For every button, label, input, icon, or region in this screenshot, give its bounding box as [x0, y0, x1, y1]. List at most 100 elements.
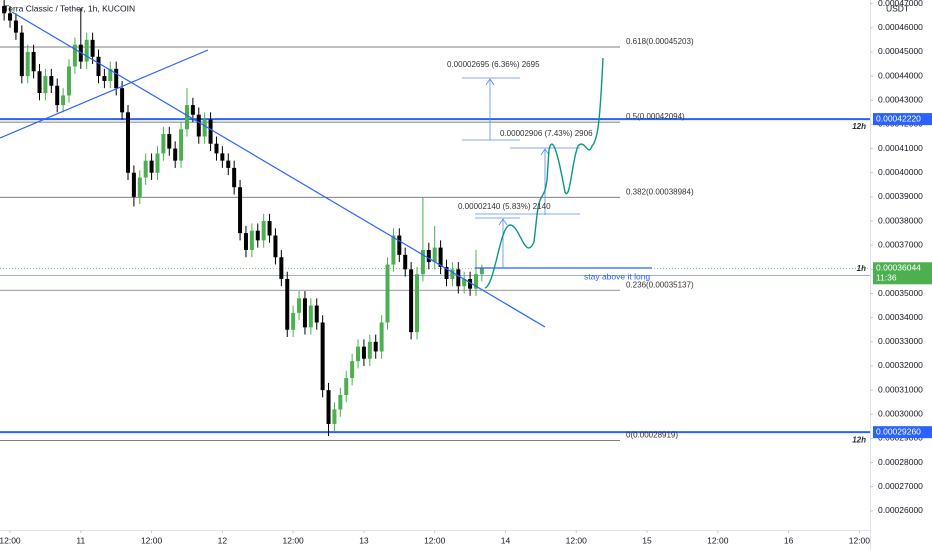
y-tick-label: 0.00027000: [878, 481, 923, 491]
x-tick-label: 12:00: [141, 535, 163, 545]
candle-body: [173, 148, 178, 161]
x-tick-label: 12:00: [566, 535, 588, 545]
candle-body: [444, 266, 449, 280]
arrow-head: [498, 218, 508, 226]
candle-body: [314, 305, 319, 323]
y-tick-label: 0.00028000: [878, 457, 923, 467]
candle-body: [350, 361, 355, 379]
candle-body: [226, 160, 231, 168]
candle-body: [114, 68, 119, 89]
candle-body: [2, 6, 7, 14]
measure-tools: [462, 77, 580, 268]
price-badge-label: 0.00042220: [876, 113, 921, 123]
countdown-label: 11:36: [876, 273, 897, 283]
y-tick-label: 0.00034000: [878, 312, 923, 322]
x-tick-label: 16: [784, 535, 794, 545]
fib-label: 0.5(0.00042094): [626, 112, 685, 121]
candle-body: [291, 312, 296, 330]
candle-body: [367, 341, 372, 359]
candle-body: [102, 76, 107, 81]
candle-body: [432, 247, 437, 263]
candle-body: [267, 221, 272, 236]
candle-body: [90, 39, 95, 57]
candle-body: [202, 119, 207, 137]
candle-body: [19, 32, 24, 77]
chart-title: Terra Classic / Tether, 1h, KUCOIN: [4, 3, 135, 13]
candles: [2, 0, 484, 437]
candle-body: [167, 134, 172, 149]
candle-body: [456, 269, 461, 287]
y-tick-label: 0.00038000: [878, 215, 923, 225]
candle-body: [415, 274, 420, 333]
y-tick-label: 0.00044000: [878, 70, 923, 80]
last-price-badge: [873, 262, 932, 285]
candle-body: [379, 322, 384, 352]
x-tick-label: 12:00: [424, 535, 446, 545]
candle-body: [143, 160, 148, 178]
candle-body: [338, 394, 343, 410]
arrow-head: [485, 78, 495, 86]
candle-body: [238, 187, 243, 234]
candle-body: [409, 269, 414, 333]
candle-body: [137, 177, 142, 197]
candle-body: [261, 221, 266, 241]
candle-body: [55, 85, 60, 106]
candle-body: [13, 20, 18, 33]
candle-body: [297, 298, 302, 313]
candle-body: [208, 119, 213, 144]
y-tick-label: 0.00033000: [878, 336, 923, 346]
candle-body: [196, 114, 201, 137]
candle-body: [49, 76, 54, 86]
candle-body: [361, 346, 366, 359]
measure-label: 0.00002906 (7.43%) 2906: [500, 129, 593, 138]
candle-body: [403, 254, 408, 270]
candle-body: [356, 346, 361, 362]
candle-body: [320, 322, 325, 391]
measure-label: 0.00002140 (5.83%) 2140: [458, 202, 551, 211]
candle-body: [8, 13, 13, 21]
x-tick-label: 12:00: [707, 535, 729, 545]
currency-label: USDT: [886, 3, 909, 13]
candle-body: [302, 298, 307, 328]
projection-path: [484, 57, 604, 289]
y-tick-label: 0.00026000: [878, 505, 923, 515]
candle-body: [161, 134, 166, 154]
candle-body: [179, 129, 184, 161]
drawings: [0, 11, 652, 328]
y-tick-label: 0.00045000: [878, 46, 923, 56]
candle-body: [243, 233, 248, 251]
trend-line: [11, 11, 546, 328]
candle-body: [373, 341, 378, 352]
x-tick-label: 12: [218, 535, 228, 545]
fib-label: 0.382(0.00038984): [626, 187, 694, 196]
candle-body: [344, 378, 349, 395]
candle-body: [120, 88, 125, 113]
candle-body: [214, 143, 219, 154]
candle-body: [108, 68, 113, 81]
timeframe-label: 1h: [857, 264, 866, 273]
y-tick-label: 0.00031000: [878, 384, 923, 394]
fib-label: 0(0.00028919): [626, 431, 678, 440]
candle-body: [332, 409, 337, 424]
candle-body: [84, 39, 89, 62]
candle-body: [479, 268, 484, 275]
candle-body: [450, 269, 455, 280]
price-badge: [873, 113, 932, 126]
candle-body: [190, 105, 195, 115]
timeframe-label: 12h: [852, 122, 866, 131]
candle-body: [255, 230, 260, 241]
candle-body: [308, 305, 313, 328]
candle-body: [184, 105, 189, 130]
candle-body: [391, 235, 396, 265]
y-tick-label: 0.00035000: [878, 288, 923, 298]
candle-body: [285, 279, 290, 330]
candle-body: [232, 167, 237, 188]
candle-body: [67, 66, 72, 96]
y-tick-label: 0.00037000: [878, 239, 923, 249]
fib-label: 0.236(0.00035137): [626, 280, 694, 289]
x-tick-label: 12:00: [849, 535, 871, 545]
fib-label: 0.618(0.00045203): [626, 37, 694, 46]
x-tick-label: 12:00: [0, 535, 21, 545]
